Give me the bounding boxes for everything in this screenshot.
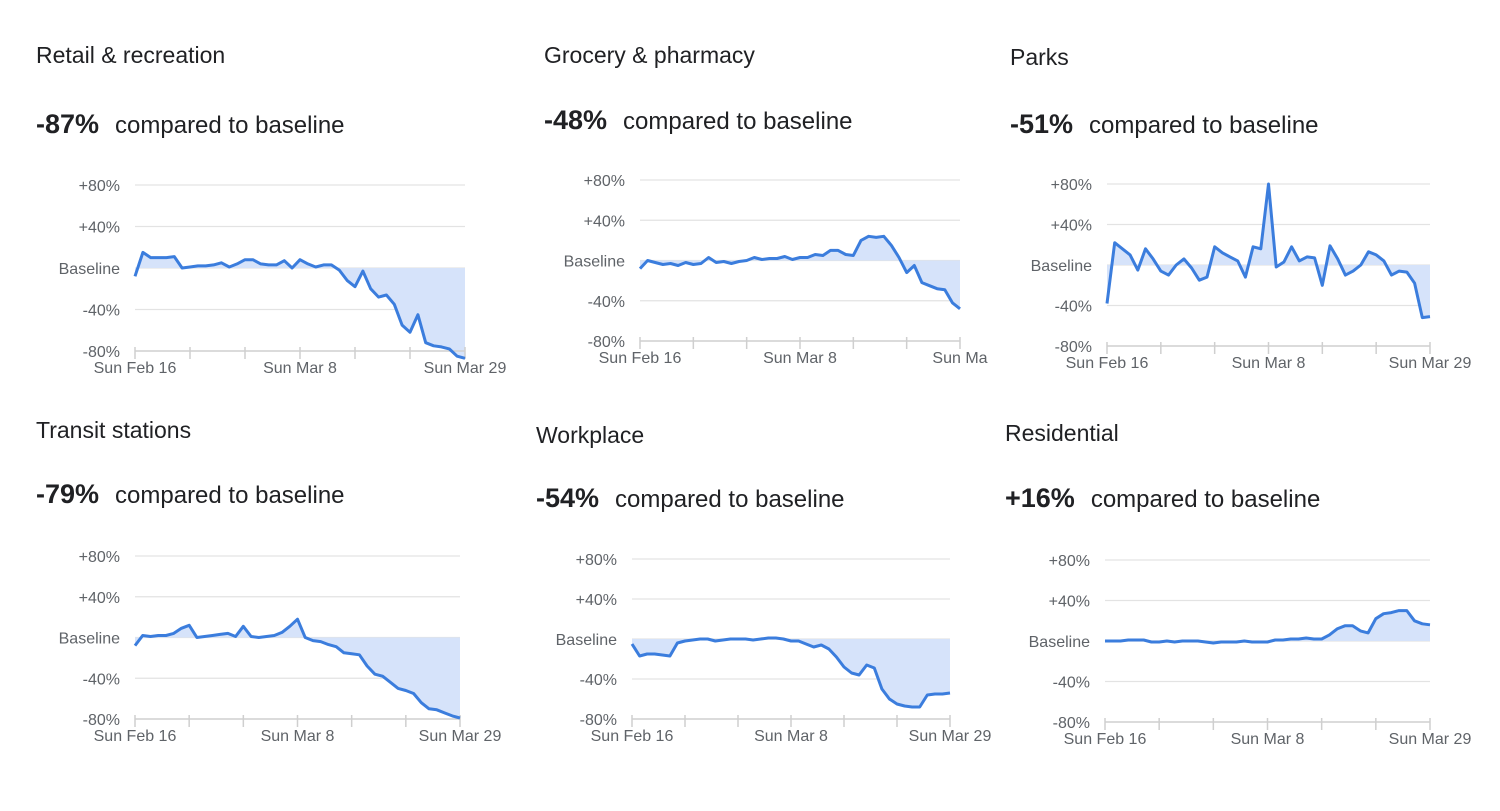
- headline-value: -79%: [36, 479, 99, 509]
- y-tick-label: +80%: [79, 549, 120, 566]
- headline-text: compared to baseline: [615, 486, 844, 513]
- y-tick-label: +40%: [1051, 218, 1092, 235]
- panel-retail-recreation: Retail & recreation -87% compared to basel…: [36, 42, 506, 377]
- x-tick-label: Sun Mar 8: [1232, 355, 1306, 372]
- headline: -51% compared to baseline: [1010, 109, 1319, 139]
- y-tick-label: +80%: [1049, 553, 1090, 570]
- panel-title: Transit stations: [36, 417, 191, 443]
- x-tick-label: Sun Mar 8: [1231, 731, 1305, 748]
- x-tick-label: Sun Mar 29: [1389, 731, 1472, 748]
- headline: +16% compared to baseline: [1005, 483, 1320, 513]
- x-tick-label: Sun Ma: [932, 350, 987, 367]
- y-tick-label: Baseline: [1031, 258, 1092, 275]
- headline: -87% compared to baseline: [36, 109, 345, 139]
- headline-text: compared to baseline: [1089, 112, 1318, 139]
- panel-title: Parks: [1010, 44, 1069, 70]
- panel-title: Grocery & pharmacy: [544, 42, 755, 68]
- headline-value: -54%: [536, 483, 599, 513]
- y-tick-label: +80%: [79, 178, 120, 195]
- y-tick-label: Baseline: [556, 632, 617, 649]
- headline: -54% compared to baseline: [536, 483, 845, 513]
- baseline-diff-area: [632, 638, 950, 707]
- y-tick-label: +40%: [79, 590, 120, 607]
- x-tick-label: Sun Mar 29: [1389, 355, 1472, 372]
- y-tick-label: -80%: [83, 344, 120, 361]
- headline-value: -48%: [544, 105, 607, 135]
- y-tick-label: Baseline: [1029, 634, 1090, 651]
- x-tick-label: Sun Mar 8: [754, 728, 828, 745]
- x-tick-label: Sun Feb 16: [94, 360, 177, 377]
- x-tick-label: Sun Feb 16: [1066, 355, 1149, 372]
- y-tick-label: -80%: [588, 334, 625, 351]
- y-tick-label: -40%: [1055, 299, 1092, 316]
- headline-value: -87%: [36, 109, 99, 139]
- x-tick-label: Sun Feb 16: [1064, 731, 1147, 748]
- headline: -79% compared to baseline: [36, 479, 345, 509]
- panel-transit-stations: Transit stations -79% compared to baseline…: [36, 417, 501, 745]
- x-tick-label: Sun Mar 29: [909, 728, 992, 745]
- panel-residential: Residential +16% compared to baseline +80% +…: [1005, 420, 1471, 748]
- x-tick-label: Sun Mar 8: [261, 728, 335, 745]
- headline-text: compared to baseline: [1091, 486, 1320, 513]
- y-tick-label: -40%: [588, 294, 625, 311]
- y-tick-label: Baseline: [59, 261, 120, 278]
- y-tick-label: +40%: [576, 592, 617, 609]
- x-tick-label: Sun Feb 16: [591, 728, 674, 745]
- y-tick-label: Baseline: [59, 631, 120, 648]
- headline-value: -51%: [1010, 109, 1073, 139]
- x-tick-label: Sun Mar 8: [763, 350, 837, 367]
- x-tick-label: Sun Feb 16: [94, 728, 177, 745]
- y-tick-label: +80%: [576, 552, 617, 569]
- headline: -48% compared to baseline: [544, 105, 853, 135]
- panel-workplace: Workplace -54% compared to baseline +80% +40…: [536, 422, 991, 745]
- y-tick-label: -40%: [580, 672, 617, 689]
- baseline-diff-area: [135, 252, 465, 359]
- x-tick-label: Sun Feb 16: [599, 350, 682, 367]
- y-tick-label: +40%: [1049, 594, 1090, 611]
- y-tick-label: -40%: [83, 671, 120, 688]
- headline-text: compared to baseline: [115, 112, 344, 139]
- y-tick-label: +80%: [584, 173, 625, 190]
- y-tick-label: -80%: [1053, 715, 1090, 732]
- y-tick-label: -40%: [1053, 675, 1090, 692]
- panel-parks: Parks -51% compared to baseline +80% +40% Bas…: [1010, 44, 1471, 372]
- y-tick-label: +40%: [79, 220, 120, 237]
- headline-text: compared to baseline: [623, 108, 852, 135]
- series-line: [638, 234, 961, 310]
- baseline-diff-area: [640, 236, 960, 309]
- x-tick-label: Sun Mar 29: [424, 360, 507, 377]
- y-tick-label: -40%: [83, 303, 120, 320]
- x-tick-label: Sun Mar 29: [419, 728, 502, 745]
- x-tick-label: Sun Mar 8: [263, 360, 337, 377]
- headline-text: compared to baseline: [115, 482, 344, 509]
- y-tick-label: -80%: [83, 712, 120, 729]
- baseline-diff-area: [1105, 610, 1430, 643]
- headline-value: +16%: [1005, 483, 1075, 513]
- y-tick-label: -80%: [1055, 339, 1092, 356]
- baseline-diff-area: [1107, 184, 1430, 318]
- panel-title: Residential: [1005, 420, 1119, 446]
- panel-grocery-pharmacy: Grocery & pharmacy -48% compared to baseli…: [544, 42, 988, 367]
- y-tick-label: +80%: [1051, 177, 1092, 194]
- y-tick-label: -80%: [580, 712, 617, 729]
- panel-title: Retail & recreation: [36, 42, 225, 68]
- y-tick-label: Baseline: [564, 254, 625, 271]
- baseline-diff-area: [135, 619, 460, 718]
- y-tick-label: +40%: [584, 213, 625, 230]
- panel-title: Workplace: [536, 422, 644, 448]
